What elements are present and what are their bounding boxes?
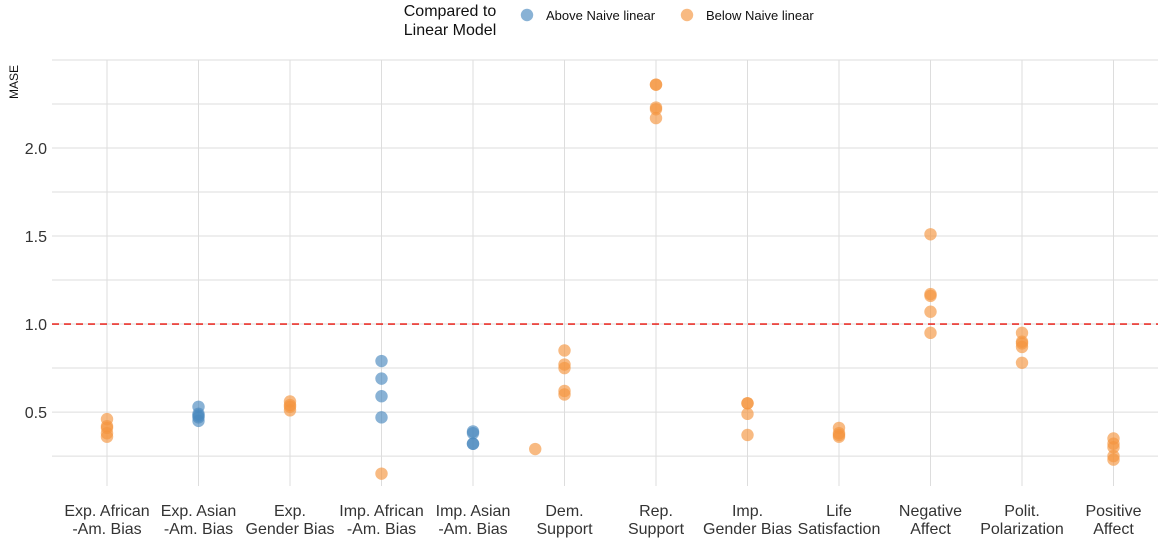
data-point	[529, 442, 542, 456]
x-category-label: Exp. African -Am. Bias	[64, 503, 149, 538]
data-point	[100, 430, 114, 443]
x-category-label: Imp. African -Am. Bias	[339, 503, 423, 538]
y-tick-label: 1.5	[25, 229, 47, 246]
data-point	[192, 414, 205, 428]
x-category-label: Exp. Gender Bias	[246, 503, 335, 538]
data-point	[649, 111, 663, 125]
y-axis-ticks: 0.5 1.0 1.5 2.0	[25, 141, 47, 422]
data-point	[924, 289, 937, 303]
x-category-label: Imp. Asian -Am. Bias	[436, 503, 511, 538]
legend-marker	[680, 8, 694, 22]
data-point	[924, 326, 937, 340]
data-point	[1015, 340, 1029, 354]
data-point	[649, 78, 663, 91]
data-point	[466, 437, 480, 450]
legend-entry: Below Naive linear	[680, 8, 814, 23]
y-tick-label: 1.0	[25, 317, 47, 334]
data-point	[375, 372, 388, 385]
data-point	[741, 407, 754, 421]
data-point	[924, 228, 937, 241]
legend-title: Compared to Linear Model	[404, 3, 497, 39]
legend-entry: Above Naive linear	[520, 8, 656, 23]
data-point	[283, 404, 297, 417]
data-point	[649, 103, 663, 116]
x-category-label: Exp. Asian -Am. Bias	[161, 503, 237, 538]
data-point	[558, 344, 571, 357]
x-category-label: Life Satisfaction	[798, 503, 881, 538]
data-point	[1015, 356, 1029, 369]
legend-label: Above Naive linear	[546, 8, 656, 23]
x-category-label: Polit. Polarization	[980, 503, 1064, 538]
y-axis-label: MASE	[7, 65, 21, 99]
data-point	[375, 390, 388, 403]
x-axis-category-labels: Exp. African -Am. Bias Exp. Asian -Am. Bias…	[64, 503, 1141, 538]
data-points	[100, 78, 1120, 480]
data-point	[1107, 453, 1120, 466]
x-category-label: Negative Affect	[899, 503, 962, 538]
data-point	[741, 397, 754, 410]
data-point	[1015, 326, 1029, 340]
data-point	[924, 305, 937, 318]
x-category-label: Dem. Support	[536, 503, 593, 538]
x-category-label: Imp. Gender Bias	[703, 503, 792, 538]
data-point	[466, 426, 480, 440]
data-point	[558, 361, 571, 375]
data-point	[375, 354, 388, 368]
data-point	[375, 467, 388, 480]
legend-marker	[520, 8, 534, 22]
x-category-label: Rep. Support	[628, 503, 685, 538]
data-point	[832, 430, 846, 443]
data-point	[741, 428, 754, 442]
data-point	[1107, 441, 1120, 454]
legend-label: Below Naive linear	[706, 8, 814, 23]
data-point	[375, 411, 388, 424]
legend-entries: Above Naive linear Below Naive linear	[520, 8, 814, 23]
grid-lines	[52, 59, 1158, 486]
y-tick-label: 0.5	[25, 405, 47, 422]
x-category-label: Positive Affect	[1085, 503, 1141, 538]
y-tick-label: 2.0	[25, 141, 47, 158]
data-point	[558, 388, 571, 401]
legend: Compared to Linear Model Above Naive line…	[404, 3, 815, 39]
